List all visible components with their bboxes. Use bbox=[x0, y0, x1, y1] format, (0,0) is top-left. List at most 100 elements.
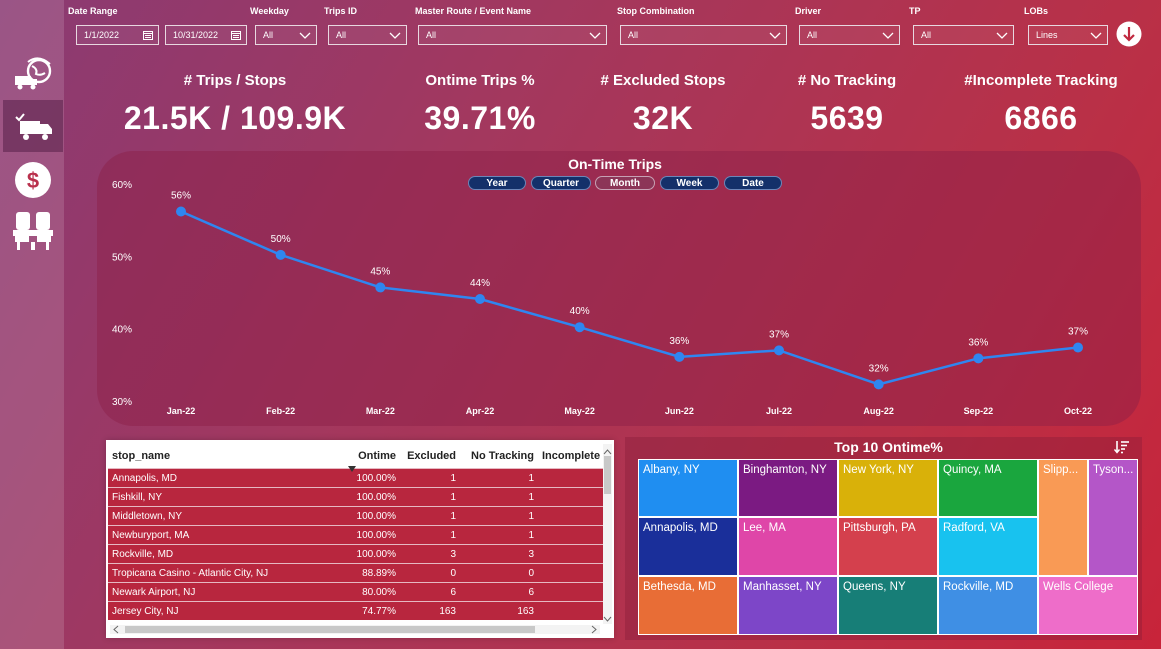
drill-month-button[interactable]: Month bbox=[595, 176, 655, 190]
x-tick-label: Aug-22 bbox=[863, 406, 894, 416]
vertical-scroll-thumb[interactable] bbox=[604, 456, 611, 494]
horizontal-scroll-thumb[interactable] bbox=[125, 626, 535, 633]
table-row[interactable]: Middletown, NY 100.00% 1 1 bbox=[108, 506, 608, 526]
ontime-trips-chart-panel bbox=[97, 151, 1141, 426]
weekday-label: Weekday bbox=[250, 6, 289, 16]
sidebar-item-delivery[interactable] bbox=[3, 100, 63, 152]
sidebar-item-cost[interactable]: $ bbox=[3, 154, 63, 206]
col-stop-name[interactable]: stop_name bbox=[112, 450, 171, 462]
drill-quarter-button[interactable]: Quarter bbox=[531, 176, 591, 190]
scroll-right-icon[interactable] bbox=[589, 625, 598, 634]
treemap-tile[interactable]: Rockville, MD bbox=[938, 576, 1038, 635]
calendar-icon[interactable] bbox=[143, 30, 153, 40]
cell-excluded: 1 bbox=[400, 506, 460, 526]
x-tick-label: Sep-22 bbox=[964, 406, 994, 416]
weekday-select[interactable]: All bbox=[255, 25, 317, 45]
sidebar-item-routes[interactable] bbox=[3, 48, 63, 100]
data-point bbox=[475, 294, 485, 305]
treemap-tile[interactable]: New York, NY bbox=[838, 459, 938, 517]
sidebar: $ bbox=[0, 0, 64, 649]
chevron-down-icon bbox=[882, 32, 894, 39]
drill-year-button[interactable]: Year bbox=[468, 176, 526, 190]
chevron-down-icon bbox=[1090, 32, 1102, 39]
stops-table: stop_name Ontime Excluded No Tracking In… bbox=[108, 444, 608, 620]
stop-combination-select[interactable]: All bbox=[620, 25, 787, 45]
treemap-tile[interactable]: Lee, MA bbox=[738, 517, 838, 576]
scroll-left-icon[interactable] bbox=[112, 625, 121, 634]
scroll-up-icon[interactable] bbox=[603, 447, 612, 457]
cell-stop-name: Rockville, MD bbox=[108, 544, 346, 564]
lobs-value: Lines bbox=[1036, 30, 1058, 40]
tp-select[interactable]: All bbox=[913, 25, 1014, 45]
cell-no-tracking: 1 bbox=[460, 468, 538, 488]
cell-stop-name: Tropicana Casino - Atlantic City, NJ bbox=[108, 563, 346, 583]
table-row[interactable]: Tropicana Casino - Atlantic City, NJ 88.8… bbox=[108, 563, 608, 583]
cell-excluded: 1 bbox=[400, 487, 460, 507]
cell-stop-name: Jersey City, NJ bbox=[108, 601, 346, 620]
lobs-label: LOBs bbox=[1024, 6, 1049, 16]
table-horizontal-scrollbar[interactable] bbox=[110, 625, 600, 634]
cell-incomplete bbox=[538, 601, 608, 620]
cell-excluded: 6 bbox=[400, 582, 460, 602]
driver-label: Driver bbox=[795, 6, 822, 16]
bus-seats-icon bbox=[13, 212, 53, 250]
treemap-title: Top 10 Ontime% bbox=[834, 439, 943, 455]
cell-no-tracking: 1 bbox=[460, 506, 538, 526]
drill-week-button[interactable]: Week bbox=[660, 176, 719, 190]
cell-ontime: 74.77% bbox=[346, 601, 400, 620]
col-excluded[interactable]: Excluded bbox=[407, 450, 456, 462]
chevron-down-icon bbox=[389, 32, 401, 39]
treemap-tile[interactable]: Radford, VA bbox=[938, 517, 1038, 576]
x-tick-label: Jun-22 bbox=[665, 406, 694, 416]
master-route-select[interactable]: All bbox=[418, 25, 607, 45]
calendar-icon[interactable] bbox=[231, 30, 241, 40]
sort-desc-icon bbox=[348, 466, 356, 472]
cell-ontime: 80.00% bbox=[346, 582, 400, 602]
treemap-tile[interactable]: Pittsburgh, PA bbox=[838, 517, 938, 576]
download-arrow-button[interactable] bbox=[1116, 21, 1142, 47]
sidebar-item-seats[interactable] bbox=[3, 204, 63, 256]
drill-date-button[interactable]: Date bbox=[724, 176, 782, 190]
treemap-tile[interactable]: Wells College bbox=[1038, 576, 1138, 635]
treemap-tile[interactable]: Binghamton, NY bbox=[738, 459, 838, 517]
treemap-tile[interactable]: Annapolis, MD bbox=[638, 517, 738, 576]
kpi-excluded-value: 32K bbox=[632, 100, 694, 136]
table-row[interactable]: Annapolis, MD 100.00% 1 1 bbox=[108, 468, 608, 488]
driver-select[interactable]: All bbox=[799, 25, 900, 45]
treemap-tile[interactable]: Tyson... bbox=[1088, 459, 1138, 576]
table-row[interactable]: Newark Airport, NJ 80.00% 6 6 bbox=[108, 582, 608, 602]
cell-incomplete bbox=[538, 487, 608, 507]
cell-incomplete bbox=[538, 582, 608, 602]
cell-excluded: 3 bbox=[400, 544, 460, 564]
data-label: 44% bbox=[470, 278, 490, 289]
cell-no-tracking: 3 bbox=[460, 544, 538, 564]
trips-id-select[interactable]: All bbox=[328, 25, 407, 45]
cell-incomplete bbox=[538, 563, 608, 583]
treemap-tile[interactable]: Slipp... bbox=[1038, 459, 1088, 576]
sort-icon[interactable] bbox=[1114, 440, 1130, 454]
col-ontime[interactable]: Ontime bbox=[346, 444, 400, 472]
scroll-down-icon[interactable] bbox=[603, 614, 612, 624]
kpi-trips-stops-value: 21.5K / 109.9K bbox=[123, 100, 347, 136]
treemap-tile[interactable]: Bethesda, MD bbox=[638, 576, 738, 635]
table-row[interactable]: Fishkill, NY 100.00% 1 1 bbox=[108, 487, 608, 507]
cell-incomplete bbox=[538, 506, 608, 526]
date-from-input[interactable]: 1/1/2022 bbox=[76, 25, 159, 45]
chevron-down-icon bbox=[769, 32, 781, 39]
lobs-select[interactable]: Lines bbox=[1028, 25, 1108, 45]
col-incomplete[interactable]: Incomplete bbox=[542, 450, 601, 462]
table-vertical-scrollbar[interactable] bbox=[603, 444, 612, 624]
x-tick-label: Apr-22 bbox=[466, 406, 495, 416]
treemap-tile[interactable]: Queens, NY bbox=[838, 576, 938, 635]
table-row[interactable]: Jersey City, NJ 74.77% 163 163 bbox=[108, 601, 608, 620]
col-no-tracking[interactable]: No Tracking bbox=[471, 450, 534, 462]
chart-title: On-Time Trips bbox=[568, 156, 662, 172]
table-row[interactable]: Newburyport, MA 100.00% 1 1 bbox=[108, 525, 608, 545]
cell-ontime: 88.89% bbox=[346, 563, 400, 583]
table-row[interactable]: Rockville, MD 100.00% 3 3 bbox=[108, 544, 608, 564]
treemap-tile[interactable]: Quincy, MA bbox=[938, 459, 1038, 517]
treemap-tile[interactable]: Albany, NY bbox=[638, 459, 738, 517]
treemap-tile[interactable]: Manhasset, NY bbox=[738, 576, 838, 635]
date-to-input[interactable]: 10/31/2022 bbox=[165, 25, 247, 45]
y-tick-label: 40% bbox=[112, 325, 132, 336]
